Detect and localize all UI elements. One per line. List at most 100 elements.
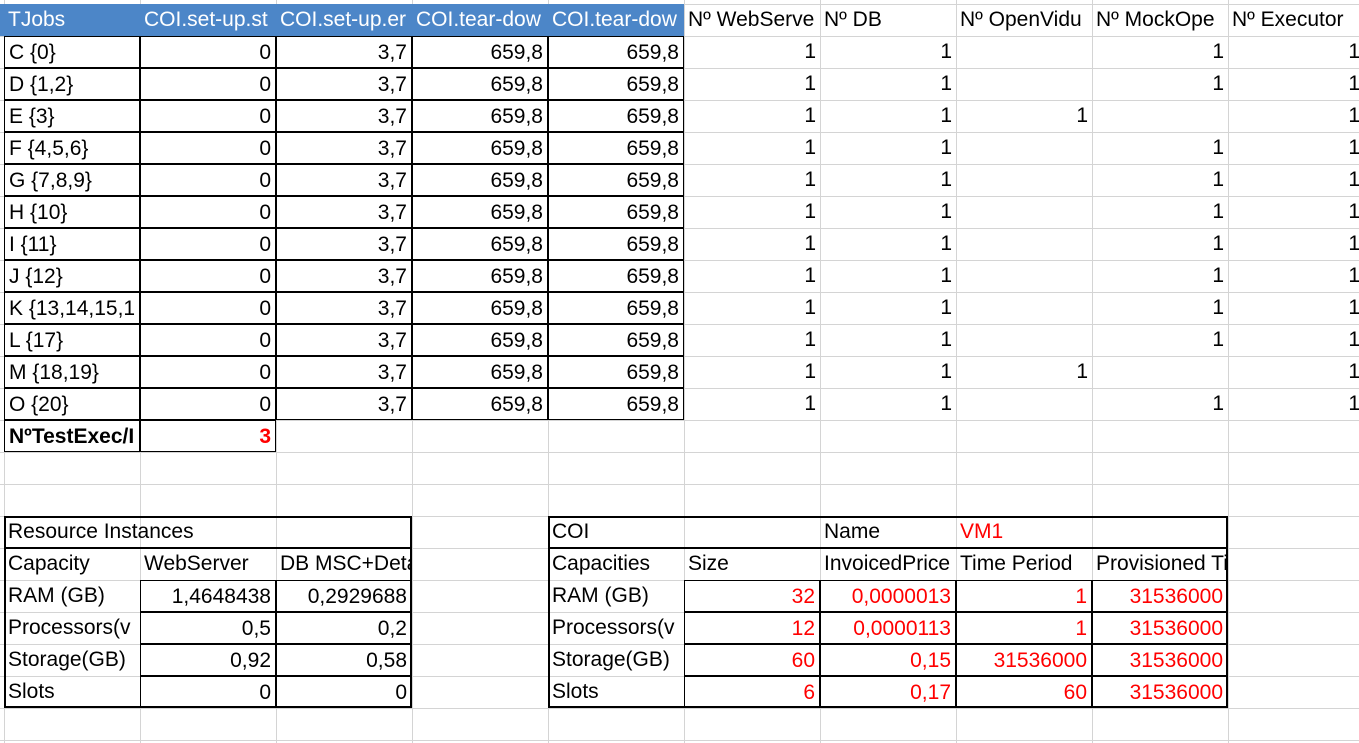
tjobs-value-cell[interactable]: 3,7 — [276, 356, 412, 388]
tjobs-value-cell[interactable]: 1 — [940, 392, 952, 415]
resource-instances-header[interactable]: WebServer — [144, 552, 249, 575]
tjobs-value-cell[interactable]: 1 — [804, 264, 816, 287]
tjobs-header-cell[interactable]: Nº WebServe — [688, 8, 815, 31]
tjobs-value-cell[interactable]: 1 — [940, 296, 952, 319]
resource-value-cell[interactable]: 0,58 — [276, 644, 412, 676]
coi-value-cell[interactable]: 60 — [684, 644, 820, 676]
tjobs-value-cell[interactable]: 1 — [940, 168, 952, 191]
tjobs-value-cell[interactable]: 1 — [940, 232, 952, 255]
tjobs-value-cell[interactable]: 1 — [940, 40, 952, 63]
tjobs-value-cell[interactable]: 659,8 — [412, 260, 548, 292]
tjobs-value-cell[interactable] — [956, 228, 1092, 260]
tjobs-header-cell[interactable]: COI.tear-dow — [548, 4, 684, 36]
tjobs-value-cell[interactable]: 659,8 — [548, 100, 684, 132]
tjobs-value-cell[interactable]: 0 — [140, 164, 276, 196]
tjob-name-cell[interactable]: I {11} — [4, 228, 140, 260]
tjobs-value-cell[interactable]: 1 — [804, 168, 816, 191]
tjobs-value-cell[interactable]: 1 — [804, 296, 816, 319]
tjobs-value-cell[interactable]: 3,7 — [276, 100, 412, 132]
tjobs-value-cell[interactable]: 659,8 — [548, 132, 684, 164]
resource-value-cell[interactable]: 0,5 — [140, 612, 276, 644]
tjobs-value-cell[interactable]: 1 — [1212, 168, 1224, 191]
tjobs-value-cell[interactable]: 659,8 — [548, 324, 684, 356]
resource-value-cell[interactable]: 0,2 — [276, 612, 412, 644]
tjob-name-cell[interactable]: J {12} — [4, 260, 140, 292]
coi-value-cell[interactable]: 60 — [956, 676, 1092, 708]
tjobs-value-cell[interactable]: 1 — [940, 264, 952, 287]
resource-value-cell[interactable]: 0 — [276, 676, 412, 708]
tjobs-value-cell[interactable]: 1 — [1348, 104, 1359, 127]
tjobs-value-cell[interactable]: 659,8 — [412, 68, 548, 100]
tjobs-value-cell[interactable]: 1 — [804, 72, 816, 95]
tjobs-value-cell[interactable]: 1 — [1348, 136, 1359, 159]
tjob-name-cell[interactable]: F {4,5,6} — [4, 132, 140, 164]
coi-value-cell[interactable]: 1 — [956, 580, 1092, 612]
tjobs-value-cell[interactable]: 0 — [140, 292, 276, 324]
tjobs-value-cell[interactable]: 1 — [940, 104, 952, 127]
tjob-name-cell[interactable]: D {1,2} — [4, 68, 140, 100]
tjobs-value-cell[interactable]: 1 — [1348, 296, 1359, 319]
resource-instances-header[interactable]: Capacity — [8, 552, 90, 575]
tjobs-value-cell[interactable]: 659,8 — [548, 292, 684, 324]
tjobs-value-cell[interactable]: 3,7 — [276, 68, 412, 100]
tjobs-header-cell[interactable]: COI.set-up.st — [140, 4, 276, 36]
tjobs-value-cell[interactable]: 1 — [804, 40, 816, 63]
resource-capacity-label[interactable]: Processors(v — [8, 616, 131, 639]
tjobs-value-cell[interactable] — [1092, 100, 1228, 132]
tjobs-value-cell[interactable]: 0 — [140, 196, 276, 228]
tjobs-value-cell[interactable]: 1 — [1076, 104, 1088, 127]
tjobs-value-cell[interactable]: 3,7 — [276, 164, 412, 196]
tjobs-value-cell[interactable] — [956, 132, 1092, 164]
tjobs-value-cell[interactable]: 659,8 — [412, 164, 548, 196]
tjob-name-cell[interactable]: M {18,19} — [4, 356, 140, 388]
coi-header[interactable]: Time Period — [960, 552, 1073, 575]
tjobs-value-cell[interactable]: 1 — [804, 200, 816, 223]
tjobs-value-cell[interactable]: 1 — [804, 392, 816, 415]
tjobs-value-cell[interactable]: 1 — [1348, 40, 1359, 63]
coi-value-cell[interactable]: 31536000 — [1092, 580, 1228, 612]
tjobs-header-cell[interactable]: Nº Executor — [1232, 8, 1344, 31]
tjobs-value-cell[interactable]: 1 — [1348, 168, 1359, 191]
tjobs-value-cell[interactable]: 1 — [940, 200, 952, 223]
tjob-name-cell[interactable]: K {13,14,15,1 — [4, 292, 140, 324]
coi-value-cell[interactable]: 0,15 — [820, 644, 956, 676]
tjobs-value-cell[interactable]: 659,8 — [412, 228, 548, 260]
tjobs-value-cell[interactable]: 1 — [1348, 72, 1359, 95]
tjobs-value-cell[interactable]: 659,8 — [548, 196, 684, 228]
coi-name-value[interactable]: VM1 — [960, 520, 1004, 543]
resource-capacity-label[interactable]: Storage(GB) — [8, 648, 126, 671]
tjobs-value-cell[interactable]: 659,8 — [412, 132, 548, 164]
tjobs-value-cell[interactable]: 3,7 — [276, 292, 412, 324]
tjobs-value-cell[interactable]: 1 — [940, 72, 952, 95]
coi-header[interactable]: InvoicedPrice — [824, 552, 951, 575]
coi-value-cell[interactable]: 31536000 — [1092, 644, 1228, 676]
tjob-name-cell[interactable]: C {0} — [4, 36, 140, 68]
tjobs-value-cell[interactable]: 1 — [804, 104, 816, 127]
tjobs-value-cell[interactable]: 0 — [140, 324, 276, 356]
tjobs-value-cell[interactable]: 659,8 — [548, 68, 684, 100]
resource-value-cell[interactable]: 0 — [140, 676, 276, 708]
resource-instances-header[interactable]: DB MSC+Details — [280, 552, 412, 575]
tjobs-value-cell[interactable]: 3,7 — [276, 196, 412, 228]
tjobs-value-cell[interactable]: 1 — [1212, 200, 1224, 223]
tjobs-value-cell[interactable]: 659,8 — [548, 164, 684, 196]
tjobs-value-cell[interactable]: 1 — [1348, 392, 1359, 415]
tjobs-value-cell[interactable] — [956, 196, 1092, 228]
tjobs-value-cell[interactable] — [956, 260, 1092, 292]
resource-instances-title[interactable]: Resource Instances — [8, 520, 194, 543]
tjobs-value-cell[interactable] — [956, 68, 1092, 100]
tjobs-value-cell[interactable]: 659,8 — [412, 356, 548, 388]
tjobs-value-cell[interactable]: 1 — [1212, 40, 1224, 63]
coi-title[interactable]: COI — [552, 520, 590, 543]
coi-header[interactable]: Provisioned Time — [1096, 552, 1228, 575]
tjobs-value-cell[interactable]: 1 — [1348, 232, 1359, 255]
tjobs-value-cell[interactable]: 0 — [140, 388, 276, 420]
tjobs-header-cell[interactable]: COI.set-up.er — [276, 4, 412, 36]
tjob-name-cell[interactable]: H {10} — [4, 196, 140, 228]
tjobs-value-cell[interactable]: 0 — [140, 68, 276, 100]
tjobs-value-cell[interactable] — [956, 388, 1092, 420]
tjobs-header-cell[interactable]: Nº MockOpe — [1096, 8, 1215, 31]
tjob-name-cell[interactable]: O {20} — [4, 388, 140, 420]
tjobs-value-cell[interactable]: 3,7 — [276, 132, 412, 164]
